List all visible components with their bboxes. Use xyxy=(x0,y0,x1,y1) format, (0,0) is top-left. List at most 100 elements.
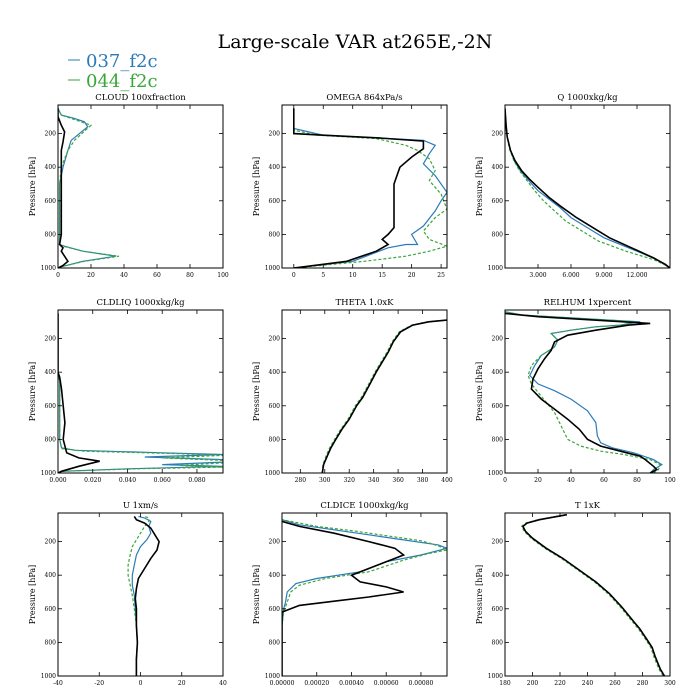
x-tick-label: 0.020 xyxy=(84,477,101,484)
x-tick-label: 360 xyxy=(392,477,404,484)
y-tick-label: 200 xyxy=(269,539,281,546)
panel-8: T 1xK Pressure [hPa] 180 200 220 240 260 280 300… xyxy=(475,501,676,687)
series-line-control xyxy=(505,312,659,473)
y-axis-label: Pressure [hPa] xyxy=(475,157,484,217)
x-tick-label: 20 xyxy=(534,477,542,484)
plot-frame xyxy=(281,104,448,269)
y-tick-label: 800 xyxy=(269,436,281,443)
series-line-control xyxy=(133,515,160,676)
series-line-control xyxy=(58,313,100,473)
x-tick-label: 10 xyxy=(349,272,357,279)
series-line-044_f2c xyxy=(293,108,447,268)
y-tick-label: 800 xyxy=(269,231,281,238)
y-tick-label: 800 xyxy=(45,231,57,238)
panel-title: CLDICE 1000xkg/kg xyxy=(320,501,409,511)
series-line-037_f2c xyxy=(505,311,663,473)
y-tick-label: 800 xyxy=(492,436,504,443)
y-tick-label: 800 xyxy=(492,231,504,238)
panels-grid: CLOUD 100xfraction Pressure [hPa] 0 20 40 60 8… xyxy=(28,93,676,687)
y-tick-label: 400 xyxy=(492,164,504,171)
y-axis-label: Pressure [hPa] xyxy=(28,362,37,422)
y-axis-label: Pressure [hPa] xyxy=(28,157,37,217)
y-tick-label: 200 xyxy=(45,336,57,343)
x-tick-label: 15 xyxy=(378,272,386,279)
y-tick-label: 1000 xyxy=(41,265,56,272)
x-tick-label: 280 xyxy=(295,477,307,484)
x-tick-label: 0 xyxy=(292,272,296,279)
series-line-control xyxy=(505,108,670,268)
x-tick-label: 240 xyxy=(582,680,594,687)
panel-7: CLDICE 1000xkg/kg Pressure [hPa] 0.00000 0.… xyxy=(252,501,448,687)
x-tick-label: 0.060 xyxy=(154,477,171,484)
panel-5: RELHUM 1xpercent Pressure [hPa] 0 20 40 60 80 1… xyxy=(475,298,676,484)
panel-title: RELHUM 1xpercent xyxy=(544,298,632,308)
y-tick-label: 1000 xyxy=(488,673,503,680)
x-tick-label: 20 xyxy=(178,680,186,687)
x-tick-label: 200 xyxy=(527,680,539,687)
series-group xyxy=(520,513,666,676)
y-tick-label: 1000 xyxy=(488,470,503,477)
y-tick-label: 1000 xyxy=(265,470,280,477)
x-tick-label: 280 xyxy=(637,680,649,687)
y-tick-label: 1000 xyxy=(265,673,280,680)
y-tick-label: 200 xyxy=(45,131,57,138)
panel-3: CLDLIQ 1000xkg/kg Pressure [hPa] 0.000 0.02… xyxy=(28,298,224,484)
y-axis-label: Pressure [hPa] xyxy=(475,565,484,625)
y-axis-label: Pressure [hPa] xyxy=(475,362,484,422)
x-tick-label: 3.000 xyxy=(529,272,546,279)
panel-0: CLOUD 100xfraction Pressure [hPa] 0 20 40 60 8… xyxy=(28,93,229,279)
series-line-037_f2c xyxy=(293,108,447,268)
series-line-control xyxy=(521,513,666,676)
y-axis-label: Pressure [hPa] xyxy=(252,362,261,422)
y-tick-label: 600 xyxy=(45,606,57,613)
x-tick-label: -20 xyxy=(94,680,104,687)
x-tick-label: 12.000 xyxy=(627,272,648,279)
y-tick-label: 800 xyxy=(492,639,504,646)
series-line-044_f2c xyxy=(282,519,447,676)
y-tick-label: 200 xyxy=(492,539,504,546)
x-tick-label: 0.00000 xyxy=(270,680,295,687)
x-tick-label: 220 xyxy=(554,680,566,687)
series-line-044_f2c xyxy=(505,311,661,473)
y-tick-label: 1000 xyxy=(41,673,56,680)
panel-title: U 1xm/s xyxy=(123,501,158,511)
series-group xyxy=(293,108,447,268)
series-line-control xyxy=(321,319,447,473)
y-tick-label: 600 xyxy=(269,606,281,613)
x-tick-label: 260 xyxy=(609,680,621,687)
series-group xyxy=(321,319,447,473)
x-tick-label: 5 xyxy=(321,272,325,279)
x-tick-label: 9.000 xyxy=(595,272,612,279)
y-tick-label: 400 xyxy=(492,572,504,579)
series-line-037_f2c xyxy=(58,108,116,268)
x-tick-label: 300 xyxy=(319,477,331,484)
x-tick-label: 0.00040 xyxy=(339,680,364,687)
panel-6: U 1xm/s Pressure [hPa] -40 -20 0 20 40 200 400 60… xyxy=(28,501,227,687)
series-group xyxy=(58,313,223,473)
panel-title: CLOUD 100xfraction xyxy=(95,93,186,103)
y-tick-label: 600 xyxy=(269,198,281,205)
y-axis-label: Pressure [hPa] xyxy=(28,565,37,625)
series-line-044_f2c xyxy=(321,319,447,473)
y-tick-label: 600 xyxy=(492,403,504,410)
x-tick-label: 320 xyxy=(343,477,355,484)
y-tick-label: 200 xyxy=(492,336,504,343)
x-tick-label: 25 xyxy=(437,272,445,279)
x-tick-label: 0.00020 xyxy=(304,680,329,687)
plot-frame xyxy=(57,309,224,474)
series-line-037_f2c xyxy=(522,514,666,676)
y-tick-label: 200 xyxy=(492,131,504,138)
legend-label-037: 037_f2c xyxy=(86,51,158,72)
x-tick-label: 100 xyxy=(664,477,676,484)
x-tick-label: 340 xyxy=(368,477,380,484)
series-group xyxy=(505,311,663,473)
x-tick-label: 380 xyxy=(417,477,429,484)
y-tick-label: 600 xyxy=(269,403,281,410)
series-line-044_f2c xyxy=(58,313,223,473)
x-tick-label: 80 xyxy=(633,477,641,484)
series-group xyxy=(127,515,160,676)
x-tick-label: -40 xyxy=(53,680,63,687)
y-axis-label: Pressure [hPa] xyxy=(252,157,261,217)
series-line-control xyxy=(282,520,406,676)
